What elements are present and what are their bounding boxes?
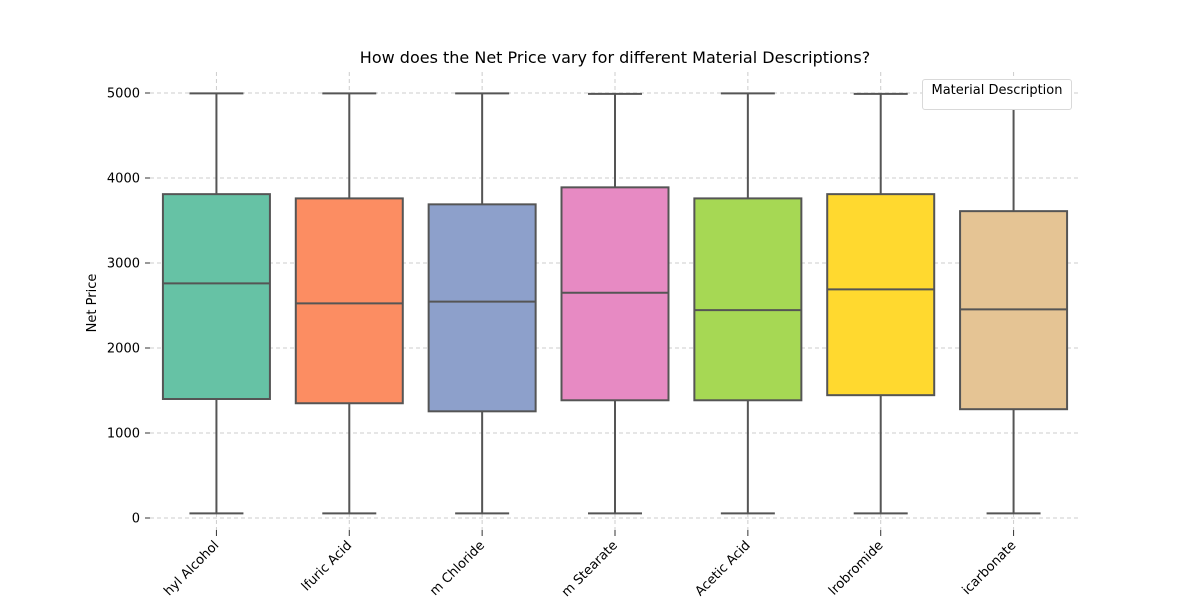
y-axis-label: Net Price [85, 274, 100, 333]
x-tick-label: Acetic Acid [693, 538, 754, 599]
iqr-box [161, 193, 271, 400]
box-1 [161, 92, 271, 515]
y-tick-label: 3000 [107, 257, 140, 272]
iqr-box [560, 186, 670, 402]
y-tick-label: 4000 [107, 172, 140, 187]
x-tick-label: m Stearate [559, 538, 621, 600]
y-tick-label: 1000 [107, 427, 140, 442]
iqr-box [826, 193, 936, 397]
legend-title: Material Description [931, 83, 1063, 98]
y-tick-label: 0 [132, 512, 140, 527]
x-tick-label: lfuric Acid [299, 538, 355, 594]
x-tick-label: icarbonate [960, 538, 1020, 598]
y-tick-label: 2000 [107, 342, 140, 357]
x-axis-ticks: hyl Alcohol lfuric Acid m Chloride m Steara… [161, 530, 1019, 600]
x-tick-label: m Chloride [427, 538, 488, 599]
box-2 [294, 92, 404, 515]
iqr-box [294, 197, 404, 405]
box-3 [427, 92, 537, 515]
legend: Material Description [922, 79, 1072, 110]
box-4 [560, 92, 670, 515]
box-7 [959, 92, 1069, 515]
boxes-group [161, 92, 1069, 515]
y-axis-ticks: 0 1000 2000 3000 4000 5000 [107, 87, 150, 527]
y-tick-label: 5000 [107, 87, 140, 102]
box-6 [826, 92, 936, 515]
x-tick-label: lrobromide [826, 538, 886, 598]
iqr-box [427, 203, 537, 413]
iqr-box [693, 197, 803, 402]
box-5 [693, 92, 803, 515]
chart-title: How does the Net Price vary for differen… [360, 48, 870, 67]
x-tick-label: hyl Alcohol [161, 538, 222, 599]
